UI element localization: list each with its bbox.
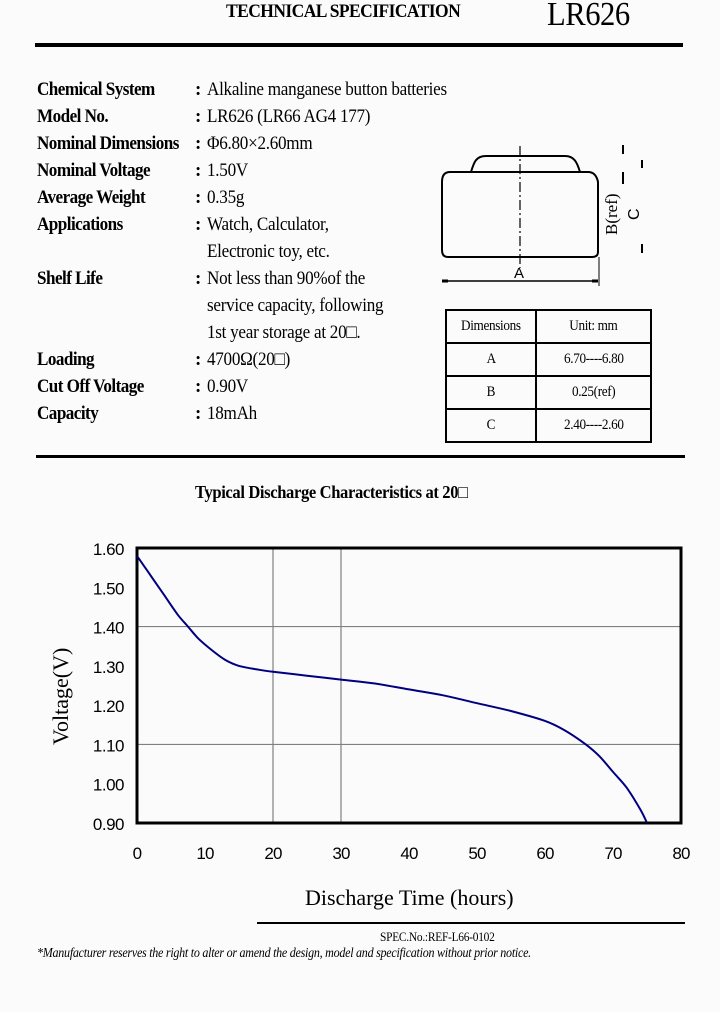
x-tick-label: 10 [196,844,214,863]
spec-colon: : [195,376,202,397]
spec-colon: : [195,214,202,235]
spec-value: 1.50V [207,160,248,181]
spec-label: Model No. [37,106,109,127]
spec-value: Watch, Calculator, [207,214,329,235]
spec-value: 4700Ω(20□) [207,349,291,370]
spec-colon: : [195,187,202,208]
spec-value: Φ6.80×2.60mm [207,133,313,154]
spec-label: Capacity [37,403,99,424]
y-axis-title: Voltage(V) [48,648,73,745]
spec-colon: : [195,403,202,424]
spec-colon: : [195,349,202,370]
table-row: B 0.25(ref) [445,375,652,410]
table-row: C 2.40----2.60 [445,408,652,443]
y-tick-label: 1.10 [93,736,124,755]
spec-value: 0.35g [207,187,245,208]
discharge-curve [136,555,648,824]
spec-label: Chemical System [37,79,155,100]
spec-value: LR626 (LR66 AG4 177) [207,106,371,127]
y-tick-label: 0.90 [93,815,124,834]
discharge-chart: 1.60 1.50 1.40 1.30 1.20 1.10 1.00 0.90 0 10 20 30… [48,540,691,910]
spec-label: Loading [37,349,95,370]
dimension-name: A [486,351,496,367]
model-number-heading: LR626 [547,0,630,33]
spec-value: Electronic toy, etc. [207,241,330,262]
dimension-label-c: C [626,208,643,220]
spec-colon: : [195,79,202,100]
spec-colon: : [195,106,202,127]
x-tick-label: 70 [604,844,622,863]
x-tick-label: 20 [264,844,282,863]
spec-colon: : [195,268,202,289]
spec-colon: : [195,133,202,154]
plot-area-frame [135,546,683,825]
dimension-label-b: B(ref) [602,193,621,235]
footer-divider [257,922,685,924]
dimension-value: 6.70----6.80 [563,351,624,367]
spec-value: 18mAh [207,403,257,424]
spec-label: Average Weight [37,187,146,208]
spec-value: Not less than 90%of the [207,268,366,289]
y-tick-label: 1.30 [93,658,124,677]
chart-grid [137,548,681,823]
dimensions-table: Dimensions Unit: mm A 6.70----6.80 B 0.2… [445,309,652,443]
spec-label: Nominal Dimensions [37,133,179,154]
y-tick-label: 1.60 [93,540,124,559]
header-divider [35,43,683,47]
spec-value: Alkaline manganese button batteries [207,79,447,100]
x-tick-label: 80 [672,844,690,863]
y-tick-label: 1.20 [93,697,124,716]
x-axis-title: Discharge Time (hours) [305,885,514,910]
spec-label: Nominal Voltage [37,160,151,181]
table-header-row: Dimensions Unit: mm [445,309,652,344]
spec-value: service capacity, following [207,295,384,316]
chart-title: Typical Discharge Characteristics at 20□ [195,482,468,502]
x-tick-label: 40 [400,844,418,863]
y-tick-label: 1.00 [93,776,124,795]
spec-number: SPEC.No.:REF-L66-0102 [380,929,495,944]
spec-colon: : [195,160,202,181]
x-tick-label: 60 [536,844,554,863]
spec-value: 0.90V [207,376,248,397]
x-tick-label: 50 [468,844,486,863]
y-axis-ticks: 1.60 1.50 1.40 1.30 1.20 1.10 1.00 0.90 [93,540,125,834]
x-axis-ticks: 0 10 20 30 40 50 60 70 80 [133,844,691,863]
dimension-value: 0.25(ref) [571,384,616,400]
x-tick-label: 0 [133,844,142,863]
spec-label: Applications [37,214,123,235]
battery-diagram: A B(ref) C [441,145,643,286]
table-row: A 6.70----6.80 [445,342,652,377]
spec-value: 1st year storage at 20□. [207,322,361,343]
disclaimer-note: *Manufacturer reserves the right to alte… [37,946,531,961]
section-divider [36,455,685,458]
dimension-name: B [486,384,496,400]
y-tick-label: 1.50 [93,579,124,598]
spec-label: Shelf Life [37,268,103,289]
dimension-name: C [486,417,496,433]
document-title: TECHNICAL SPECIFICATION [226,1,461,22]
dimension-value: 2.40----2.60 [563,417,624,433]
x-tick-label: 30 [332,844,350,863]
table-header-unit: Unit: mm [569,318,618,334]
spec-label: Cut Off Voltage [37,376,144,397]
dimension-label-a: A [514,265,524,282]
table-header-dimensions: Dimensions [461,318,521,334]
y-tick-label: 1.40 [93,619,124,638]
